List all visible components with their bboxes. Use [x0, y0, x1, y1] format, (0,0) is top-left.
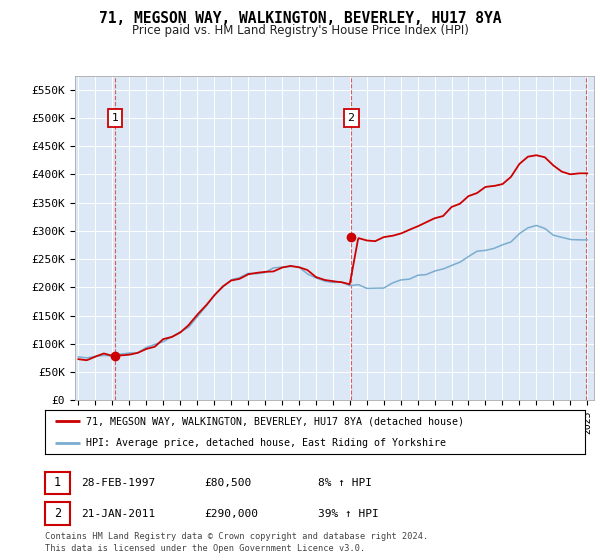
Text: 71, MEGSON WAY, WALKINGTON, BEVERLEY, HU17 8YA: 71, MEGSON WAY, WALKINGTON, BEVERLEY, HU…: [99, 11, 501, 26]
Text: 2: 2: [54, 507, 61, 520]
Text: £290,000: £290,000: [204, 508, 258, 519]
Text: This data is licensed under the Open Government Licence v3.0.: This data is licensed under the Open Gov…: [45, 544, 365, 553]
Text: 1: 1: [54, 476, 61, 489]
Text: Contains HM Land Registry data © Crown copyright and database right 2024.: Contains HM Land Registry data © Crown c…: [45, 532, 428, 541]
Text: 21-JAN-2011: 21-JAN-2011: [81, 508, 155, 519]
Text: HPI: Average price, detached house, East Riding of Yorkshire: HPI: Average price, detached house, East…: [86, 438, 445, 448]
Text: 28-FEB-1997: 28-FEB-1997: [81, 478, 155, 488]
Text: Price paid vs. HM Land Registry's House Price Index (HPI): Price paid vs. HM Land Registry's House …: [131, 24, 469, 36]
Text: 2: 2: [347, 113, 355, 123]
Text: £80,500: £80,500: [204, 478, 251, 488]
Text: 71, MEGSON WAY, WALKINGTON, BEVERLEY, HU17 8YA (detached house): 71, MEGSON WAY, WALKINGTON, BEVERLEY, HU…: [86, 416, 464, 426]
Text: 1: 1: [112, 113, 119, 123]
Text: 39% ↑ HPI: 39% ↑ HPI: [318, 508, 379, 519]
Text: 8% ↑ HPI: 8% ↑ HPI: [318, 478, 372, 488]
